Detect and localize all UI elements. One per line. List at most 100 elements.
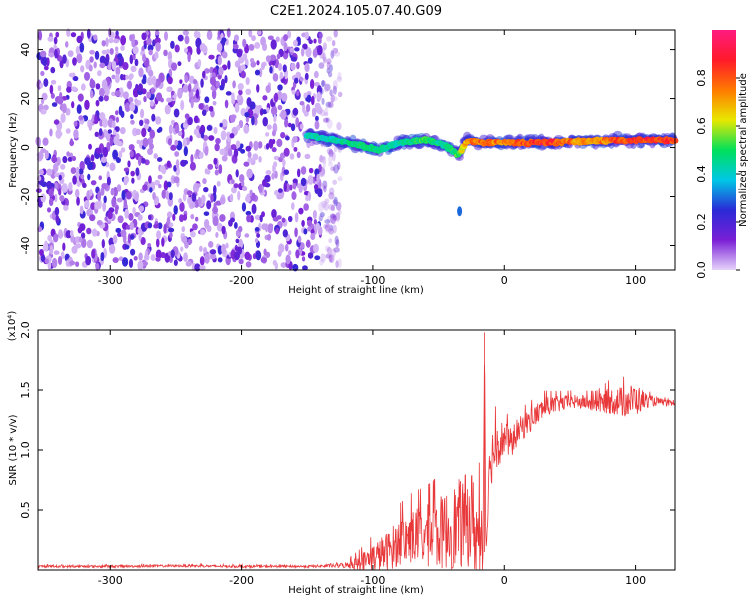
snr-y-axis-label: SNR (10 * v/v) bbox=[8, 414, 19, 485]
noise-speckle bbox=[292, 136, 298, 143]
noise-speckle bbox=[230, 179, 235, 185]
noise-speckle bbox=[193, 30, 199, 39]
noise-speckle bbox=[56, 156, 61, 166]
noise-speckle bbox=[164, 104, 171, 115]
noise-speckle bbox=[260, 62, 265, 71]
noise-speckle bbox=[123, 198, 128, 208]
noise-speckle bbox=[134, 98, 139, 104]
noise-speckle bbox=[283, 169, 290, 176]
noise-speckle bbox=[290, 62, 296, 71]
noise-speckle bbox=[234, 103, 240, 113]
noise-speckle bbox=[94, 114, 98, 125]
noise-speckle bbox=[98, 95, 104, 102]
noise-speckle bbox=[132, 45, 139, 55]
noise-speckle bbox=[267, 35, 274, 41]
noise-speckle bbox=[148, 214, 152, 221]
snr-series-line bbox=[37, 332, 676, 570]
noise-speckle bbox=[67, 156, 73, 162]
noise-speckle bbox=[239, 143, 244, 149]
noise-speckle bbox=[286, 30, 292, 39]
noise-speckle bbox=[59, 195, 65, 202]
noise-speckle bbox=[290, 123, 296, 132]
noise-speckle bbox=[245, 210, 252, 216]
noise-speckle bbox=[290, 202, 295, 210]
spectrogram-y-axis-label: Frequency (Hz) bbox=[8, 112, 19, 188]
noise-speckle bbox=[72, 75, 79, 82]
noise-speckle bbox=[322, 180, 328, 189]
noise-speckle bbox=[273, 92, 279, 103]
noise-speckle bbox=[316, 91, 323, 101]
noise-speckle bbox=[101, 49, 108, 55]
noise-speckle bbox=[299, 123, 304, 130]
snr-y-tick-label: 1.0 bbox=[19, 441, 32, 459]
noise-speckle bbox=[50, 92, 55, 99]
noise-speckle bbox=[88, 143, 92, 150]
noise-speckle bbox=[100, 251, 105, 262]
noise-speckle bbox=[170, 144, 177, 151]
noise-speckle bbox=[216, 42, 223, 53]
noise-speckle bbox=[294, 77, 299, 84]
noise-speckle bbox=[99, 119, 104, 127]
noise-speckle bbox=[251, 35, 256, 42]
noise-speckle bbox=[325, 101, 332, 108]
noise-speckle bbox=[315, 104, 322, 114]
noise-speckle bbox=[277, 104, 283, 111]
noise-speckle bbox=[332, 179, 338, 185]
noise-speckle bbox=[134, 192, 139, 202]
noise-speckle bbox=[101, 118, 108, 128]
noise-speckle bbox=[94, 131, 99, 138]
noise-speckle bbox=[233, 222, 238, 229]
noise-speckle bbox=[129, 234, 135, 240]
noise-speckle bbox=[168, 124, 173, 135]
noise-speckle bbox=[60, 113, 66, 123]
noise-speckle bbox=[219, 214, 226, 222]
noise-speckle bbox=[220, 130, 227, 141]
noise-speckle bbox=[86, 209, 91, 217]
noise-speckle bbox=[93, 61, 97, 69]
noise-speckle bbox=[44, 258, 49, 264]
noise-speckle bbox=[58, 174, 63, 181]
colorbar-gradient bbox=[712, 30, 736, 270]
noise-speckle bbox=[307, 226, 312, 232]
noise-speckle bbox=[150, 254, 156, 261]
noise-speckle bbox=[335, 201, 342, 211]
noise-speckle bbox=[318, 32, 324, 38]
noise-speckle bbox=[294, 47, 300, 52]
noise-speckle bbox=[43, 78, 49, 87]
noise-speckle bbox=[163, 223, 167, 234]
noise-speckle bbox=[50, 66, 56, 74]
noise-speckle bbox=[155, 238, 160, 248]
noise-speckle bbox=[311, 107, 317, 116]
noise-speckle bbox=[115, 157, 121, 164]
noise-speckle bbox=[245, 261, 252, 268]
noise-speckle bbox=[300, 177, 307, 187]
noise-speckle bbox=[235, 238, 240, 244]
noise-speckle bbox=[328, 203, 335, 211]
noise-speckle bbox=[337, 209, 342, 215]
noise-speckle bbox=[295, 249, 300, 259]
noise-speckle bbox=[286, 108, 291, 115]
noise-speckle bbox=[108, 244, 116, 254]
noise-speckle bbox=[213, 157, 218, 165]
noise-speckle bbox=[47, 36, 54, 42]
noise-speckle bbox=[94, 201, 101, 210]
noise-speckle bbox=[62, 242, 66, 252]
noise-speckle bbox=[254, 227, 260, 232]
noise-speckle bbox=[247, 151, 252, 159]
noise-speckle bbox=[153, 223, 159, 229]
noise-speckle bbox=[195, 88, 200, 99]
noise-speckle bbox=[262, 116, 268, 127]
noise-speckle bbox=[174, 139, 179, 146]
noise-speckle bbox=[101, 79, 108, 90]
noise-speckle bbox=[232, 80, 236, 89]
noise-speckle bbox=[203, 186, 209, 193]
noise-speckle bbox=[174, 151, 180, 157]
noise-speckle bbox=[242, 186, 248, 192]
colorbar-tick-label: 0.2 bbox=[695, 213, 708, 231]
noise-speckle bbox=[127, 160, 131, 168]
noise-speckle bbox=[55, 31, 60, 38]
noise-speckle bbox=[148, 49, 153, 56]
noise-speckle bbox=[330, 248, 337, 257]
noise-speckle bbox=[89, 49, 95, 55]
